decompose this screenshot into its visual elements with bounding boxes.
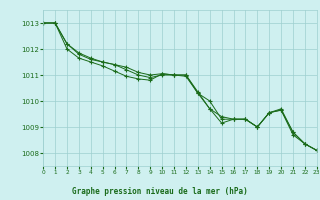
Text: Graphe pression niveau de la mer (hPa): Graphe pression niveau de la mer (hPa) bbox=[72, 187, 248, 196]
